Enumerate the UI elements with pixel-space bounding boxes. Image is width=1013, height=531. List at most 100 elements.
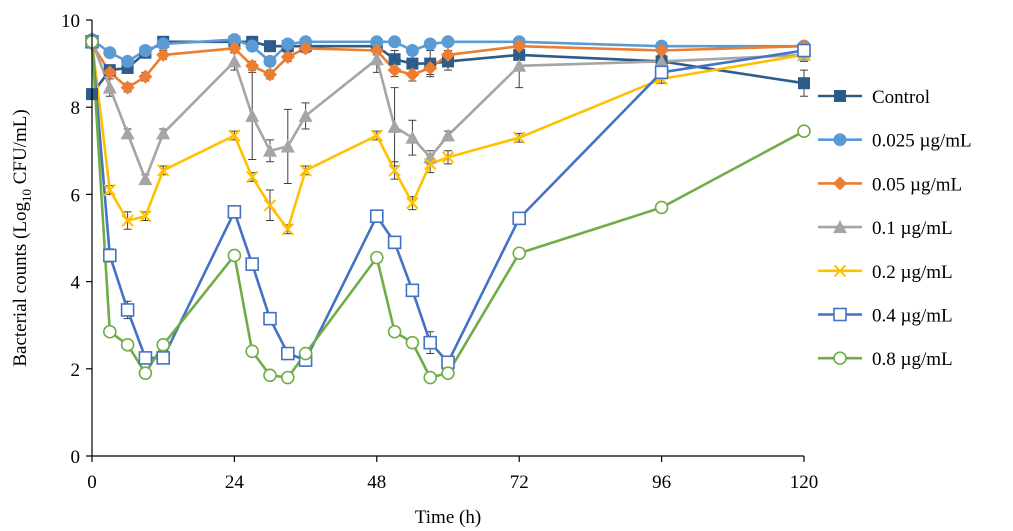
data-point xyxy=(280,346,295,361)
data-point xyxy=(264,40,276,53)
data-point xyxy=(263,143,277,157)
data-point xyxy=(121,214,134,227)
data-point xyxy=(654,54,669,68)
series-markers xyxy=(85,33,811,385)
data-point xyxy=(120,126,135,140)
data-point xyxy=(387,235,402,250)
data-point xyxy=(263,199,277,212)
data-point xyxy=(138,44,152,58)
legend-label: Control xyxy=(872,87,930,108)
data-point xyxy=(654,43,669,58)
data-point xyxy=(139,209,152,223)
data-point xyxy=(387,119,402,133)
data-point xyxy=(227,248,242,263)
data-point xyxy=(423,335,438,350)
data-point xyxy=(405,283,420,298)
legend-label: 0.1 µg/mL xyxy=(872,218,953,239)
data-point xyxy=(387,63,402,78)
legend-label: 0.05 µg/mL xyxy=(872,174,962,195)
legend-marker xyxy=(833,307,847,322)
data-point xyxy=(120,338,135,352)
data-point xyxy=(156,164,170,177)
series-line xyxy=(90,41,805,231)
data-point xyxy=(103,46,117,60)
data-point xyxy=(245,170,259,184)
data-point xyxy=(138,351,153,365)
data-point xyxy=(156,37,170,51)
data-point xyxy=(227,41,242,56)
legend-marker xyxy=(833,176,847,191)
data-point xyxy=(388,53,401,66)
data-point xyxy=(406,57,419,70)
data-point xyxy=(121,54,135,68)
y-axis-title-subscript: 10 xyxy=(19,189,34,202)
x-tick-label: 24 xyxy=(225,472,245,493)
data-point xyxy=(156,47,171,62)
series-lines xyxy=(90,38,805,379)
x-tick-label: 0 xyxy=(87,472,97,493)
legend-marker xyxy=(833,220,847,234)
y-axis-title-main: Bacterial counts (Log xyxy=(10,202,31,367)
data-point xyxy=(512,131,526,144)
data-point xyxy=(227,54,242,68)
data-point xyxy=(512,58,527,72)
data-point xyxy=(156,351,170,365)
data-point xyxy=(156,338,170,352)
data-point xyxy=(369,43,384,58)
data-point xyxy=(512,39,527,54)
data-point xyxy=(423,157,437,171)
data-point xyxy=(512,211,527,226)
data-point xyxy=(120,80,135,95)
data-point xyxy=(512,246,527,261)
legend-marker xyxy=(834,90,846,102)
data-point xyxy=(388,164,401,177)
data-point xyxy=(423,370,438,385)
data-point xyxy=(102,65,117,80)
data-point xyxy=(298,346,313,361)
x-tick-label: 120 xyxy=(790,472,819,493)
error-bars xyxy=(105,34,808,383)
y-tick-label: 4 xyxy=(71,273,81,294)
data-point xyxy=(405,67,420,82)
data-point xyxy=(263,67,277,82)
data-point xyxy=(245,58,260,73)
y-tick-label: 8 xyxy=(71,98,81,119)
legend-marker xyxy=(833,264,847,278)
data-point xyxy=(245,108,260,122)
data-point xyxy=(280,370,295,385)
data-point xyxy=(103,248,117,263)
data-point xyxy=(405,335,420,350)
data-point xyxy=(370,35,384,49)
legend-label: 0.025 µg/mL xyxy=(872,131,972,152)
data-point xyxy=(103,324,117,339)
series-line xyxy=(90,41,805,364)
data-point xyxy=(156,126,171,140)
y-axis-title-unit: CFU/mL) xyxy=(10,109,31,189)
y-tick-label: 0 xyxy=(71,447,81,468)
y-tick-label: 2 xyxy=(71,360,81,381)
data-point xyxy=(423,60,438,75)
data-point xyxy=(423,37,437,51)
data-point xyxy=(102,80,117,94)
data-point xyxy=(441,151,455,164)
x-tick-label: 96 xyxy=(652,472,671,493)
data-point xyxy=(281,223,295,236)
series-line xyxy=(90,41,805,379)
data-point xyxy=(280,50,295,65)
data-point xyxy=(405,44,419,58)
legend: Control 0.025 µg/mL 0.05 µg/mL 0.1 µg/mL 0.2… xyxy=(818,87,972,370)
data-point xyxy=(654,65,669,80)
data-point xyxy=(798,77,810,90)
x-tick-label: 48 xyxy=(367,472,386,493)
data-point xyxy=(227,205,242,219)
y-tick-label: 6 xyxy=(71,185,81,206)
data-point xyxy=(227,33,241,47)
data-point xyxy=(245,344,259,359)
data-point xyxy=(120,303,135,317)
data-point xyxy=(654,200,669,215)
data-point xyxy=(103,183,117,197)
data-point xyxy=(369,52,384,66)
data-point xyxy=(797,124,811,138)
